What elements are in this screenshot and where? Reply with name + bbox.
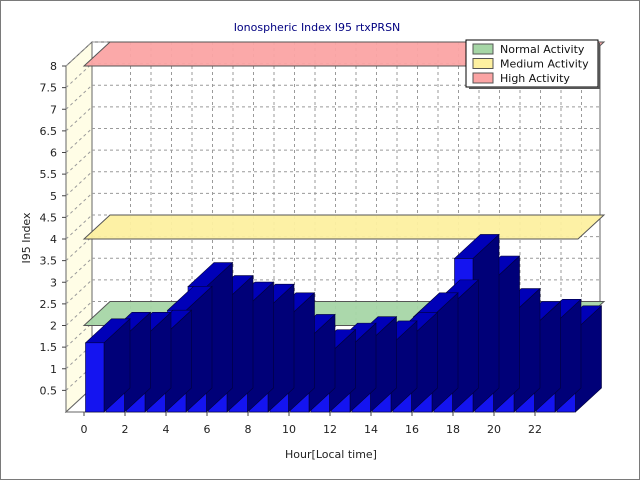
x-tick-label: 14	[364, 423, 378, 436]
x-tick-label: 10	[282, 423, 296, 436]
legend-label: Normal Activity	[500, 43, 585, 56]
y-axis-label: I95 Index	[20, 212, 33, 264]
legend-label: Medium Activity	[500, 58, 589, 71]
y-tick-label: 5.5	[40, 168, 58, 181]
y-tick-label: 7	[50, 103, 57, 116]
y-tick-label: 1	[50, 363, 57, 376]
y-tick-label: 3	[50, 276, 57, 289]
bar-hour-0	[84, 318, 131, 413]
activity-band-2	[82, 214, 606, 240]
x-tick-label: 2	[122, 423, 129, 436]
x-tick-label: 12	[323, 423, 337, 436]
x-tick-label: 6	[204, 423, 211, 436]
chart-title: Ionospheric Index I95 rtxPRSN	[234, 21, 401, 34]
y-tick-label: 2	[50, 320, 57, 333]
y-tick-label: 1.5	[40, 341, 58, 354]
legend-swatch	[472, 58, 494, 69]
x-tick-label: 16	[405, 423, 419, 436]
y-tick-label: 6.5	[40, 125, 58, 138]
y-tick-label: 8	[50, 60, 57, 73]
y-tick-label: 4	[50, 233, 57, 246]
x-axis-label: Hour[Local time]	[285, 448, 377, 461]
x-tick-label: 18	[446, 423, 460, 436]
y-tick-label: 5	[50, 190, 57, 203]
x-tick-label: 22	[528, 423, 542, 436]
y-tick-label: 6	[50, 147, 57, 160]
legend-shadow-bottom	[469, 87, 600, 89]
x-tick-label: 4	[163, 423, 170, 436]
legend-shadow-right	[598, 43, 600, 89]
y-tick-label: 7.5	[40, 82, 58, 95]
y-tick-label: 2.5	[40, 298, 58, 311]
x-tick-label: 8	[245, 423, 252, 436]
legend-swatch	[472, 43, 494, 55]
legend-label: High Activity	[500, 72, 570, 85]
legend-swatch	[472, 72, 494, 84]
y-tick-label: 0.5	[40, 384, 58, 397]
x-tick-label: 0	[81, 423, 88, 436]
bar	[85, 342, 105, 413]
y-tick-label: 3.5	[40, 255, 58, 268]
y-tick-label: 4.5	[40, 211, 58, 224]
x-tick-label: 20	[487, 423, 501, 436]
